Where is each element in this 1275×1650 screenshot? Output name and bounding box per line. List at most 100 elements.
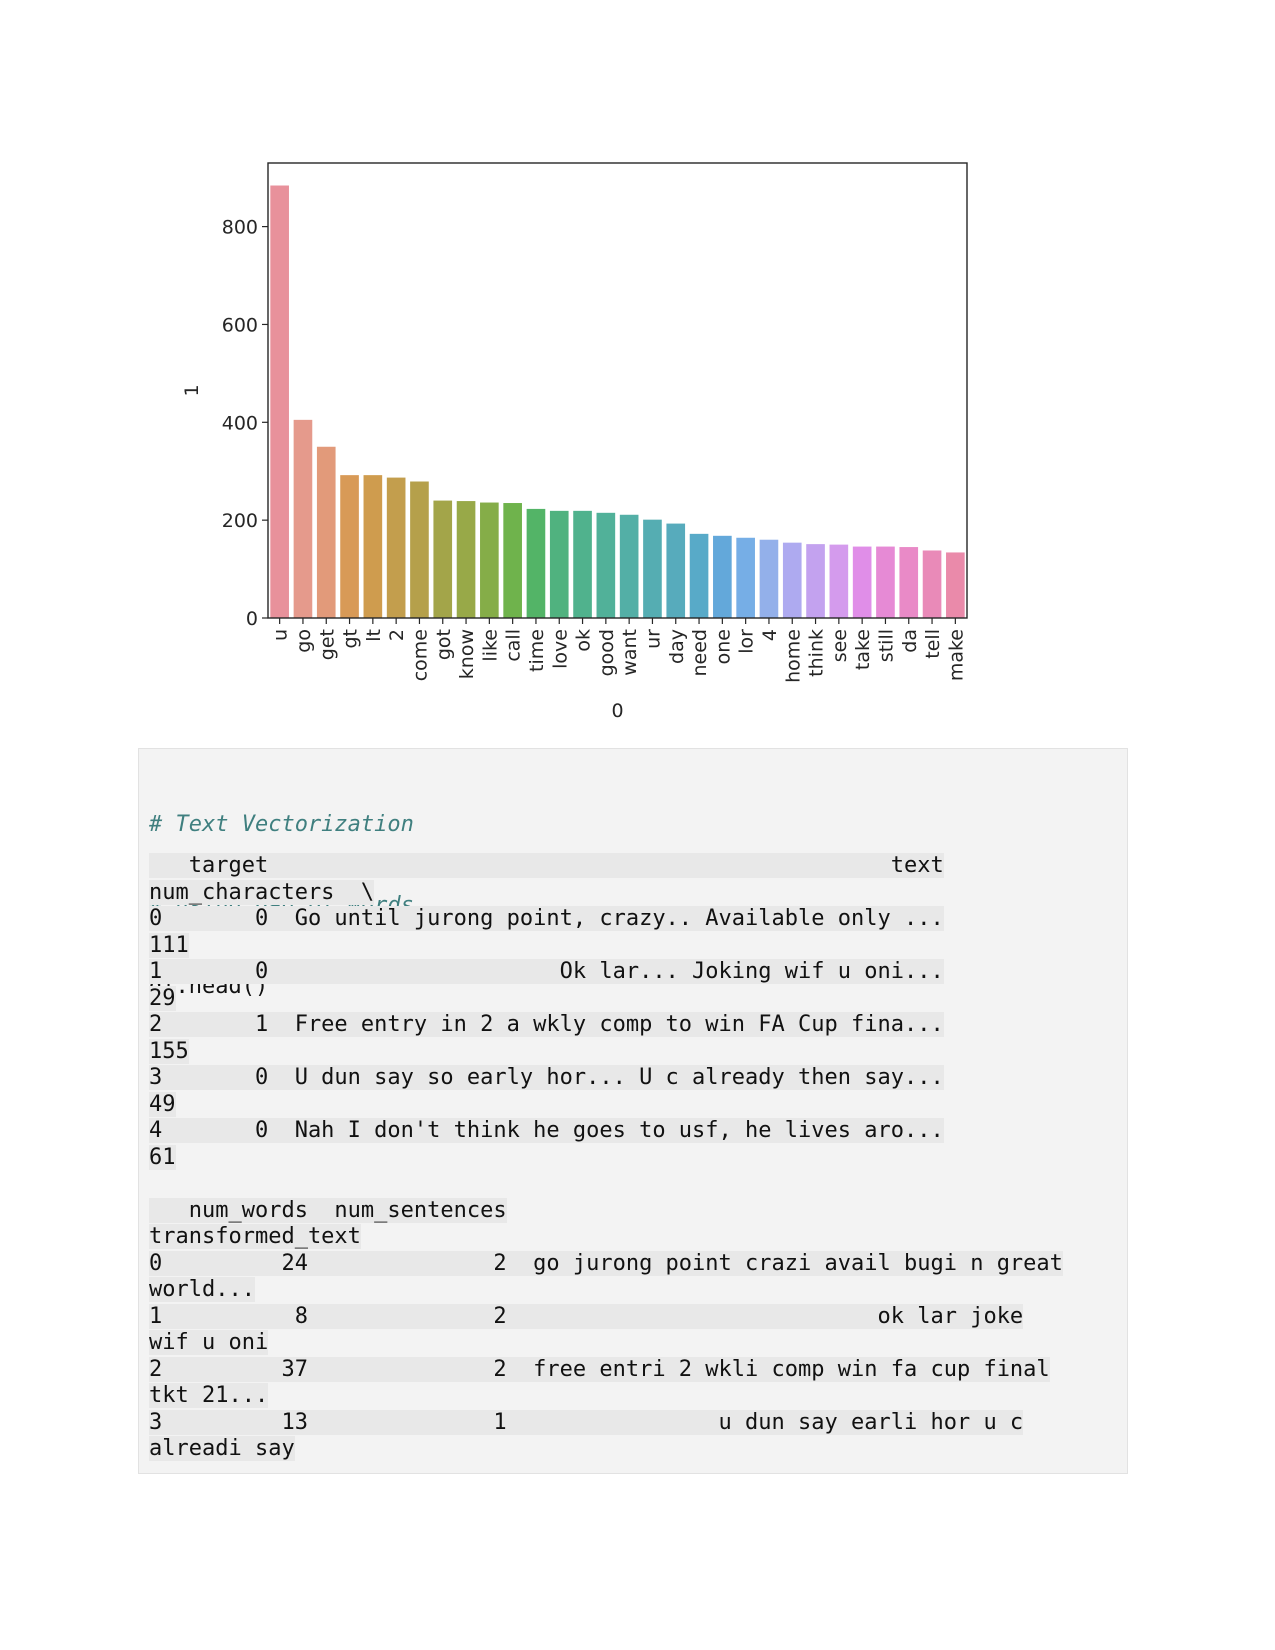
y-tick-label: 200 <box>222 510 258 532</box>
output-line: 61 <box>149 1144 1063 1172</box>
output-line: 111 <box>149 932 1063 960</box>
bar-2 <box>386 477 406 618</box>
output-line-text: 2 37 2 free entri 2 wkli comp win fa cup… <box>149 1356 1050 1382</box>
bar-ur <box>643 519 662 618</box>
bar-know <box>456 501 476 618</box>
plot-frame <box>267 162 968 619</box>
bar-love <box>549 510 569 618</box>
bar-think <box>806 544 825 618</box>
bar-take <box>852 546 872 618</box>
x-tick-label: gt <box>340 629 362 649</box>
x-tick-label: still <box>875 629 897 662</box>
output-line: num_characters \ <box>149 879 1063 907</box>
output-line-text: 2 1 Free entry in 2 a wkly comp to win F… <box>149 1012 944 1037</box>
x-tick-label: need <box>689 629 711 676</box>
bar-one <box>713 535 732 618</box>
output-line: num_words num_sentences <box>149 1197 1063 1225</box>
output-line-text: 3 13 1 u dun say earli hor u c <box>149 1409 1024 1435</box>
x-tick-label: take <box>852 629 874 670</box>
x-tick-label: lt <box>363 629 385 642</box>
output-line: 49 <box>149 1091 1063 1119</box>
output-line-text: 61 <box>149 1144 176 1170</box>
output-line-text: alreadi say <box>149 1436 295 1461</box>
y-tick-label: 800 <box>222 217 258 239</box>
bar-chart: u go get gt lt 2 come got know like call time love ok… <box>0 0 1275 740</box>
output-line <box>149 1171 1063 1198</box>
output-line-text: num_words num_sentences <box>149 1197 507 1223</box>
x-tick-label: come <box>409 629 431 681</box>
x-tick-label: love <box>549 629 571 669</box>
x-tick-label: get <box>316 629 338 660</box>
bar-like <box>480 502 499 618</box>
output-line: 155 <box>149 1038 1063 1066</box>
x-tick-label: ok <box>573 629 595 652</box>
x-tick-label: 2 <box>386 629 408 641</box>
output-line: 1 0 Ok lar... Joking wif u oni... <box>149 959 1063 986</box>
x-tick-label: good <box>596 629 618 676</box>
bar-gt <box>340 475 359 618</box>
output-line-text: 155 <box>149 1038 189 1064</box>
output-line: world... <box>149 1277 1063 1304</box>
output-line-text: 0 24 2 go jurong point crazi avail bugi … <box>149 1250 1063 1276</box>
bar-see <box>829 544 849 618</box>
output-line-text: 0 0 Go until jurong point, crazy.. Avail… <box>149 906 944 931</box>
code-cell[interactable]: # Text Vectorization # using Bag of Word… <box>138 748 1128 1474</box>
bar-need <box>689 533 709 618</box>
output-line: 29 <box>149 985 1063 1013</box>
x-tick-label: want <box>619 629 641 676</box>
output-line: 1 8 2 ok lar joke <box>149 1303 1063 1331</box>
bar-tell <box>922 550 942 618</box>
output-line-text: world... <box>149 1277 255 1302</box>
output-line-text: 29 <box>149 985 176 1011</box>
x-tick-label: like <box>479 629 501 662</box>
bar-home <box>782 542 802 618</box>
x-tick-label: 4 <box>759 629 781 641</box>
bar-da <box>899 547 919 618</box>
x-axis-label: 0 <box>611 700 623 722</box>
output-line: 2 1 Free entry in 2 a wkly comp to win F… <box>149 1012 1063 1039</box>
output-line: 0 0 Go until jurong point, crazy.. Avail… <box>149 906 1063 933</box>
output-line: 3 13 1 u dun say earli hor u c <box>149 1409 1063 1437</box>
output-line: alreadi say <box>149 1436 1063 1463</box>
y-tick-label: 400 <box>222 412 258 434</box>
output-line: 3 0 U dun say so early hor... U c alread… <box>149 1065 1063 1092</box>
x-tick-label: lor <box>736 629 758 654</box>
y-axis-label: 1 <box>181 384 203 396</box>
y-tick-label: 0 <box>246 608 258 630</box>
x-tick-label: go <box>293 629 315 653</box>
cell-output: target text num_characters \ 0 0 Go until … <box>149 853 1063 1463</box>
output-line-text: 111 <box>149 932 189 958</box>
chart-svg: u go get gt lt 2 come got know like call time love ok… <box>181 162 968 722</box>
x-tick-label: think <box>806 629 828 677</box>
bar-good <box>596 512 616 618</box>
output-line-text: wif u oni <box>149 1330 269 1355</box>
bar-want <box>619 514 639 618</box>
output-line-text <box>149 1171 162 1196</box>
x-tick-label: day <box>666 629 688 664</box>
output-line-text: target text <box>149 853 944 878</box>
bar-day <box>666 523 686 618</box>
output-line: 0 24 2 go jurong point crazi avail bugi … <box>149 1250 1063 1278</box>
y-tick-label: 600 <box>222 314 258 336</box>
bar-come <box>410 481 429 618</box>
x-tick-label: u <box>270 629 292 641</box>
x-tick-label: tell <box>922 629 944 659</box>
bar-call <box>503 503 522 618</box>
output-line-text: 4 0 Nah I don't think he goes to usf, he… <box>149 1118 944 1143</box>
output-line: target text <box>149 853 1063 880</box>
x-tick-label: know <box>456 629 478 679</box>
bar-time <box>526 508 546 618</box>
x-tick-label: got <box>433 629 455 660</box>
output-line: transformed_text <box>149 1224 1063 1251</box>
x-tick-label: call <box>503 629 525 662</box>
x-tick-label: time <box>526 629 548 672</box>
x-tick-label: see <box>829 629 851 662</box>
output-line-text: tkt 21... <box>149 1383 269 1408</box>
output-line-text: num_characters \ <box>149 879 375 905</box>
output-line-text: transformed_text <box>149 1224 361 1249</box>
bar-still <box>876 546 895 618</box>
bar-ok <box>573 510 592 618</box>
bar-got <box>433 500 453 618</box>
output-line-text: 1 8 2 ok lar joke <box>149 1303 1024 1329</box>
code-comment: # Text Vectorization <box>149 812 414 837</box>
